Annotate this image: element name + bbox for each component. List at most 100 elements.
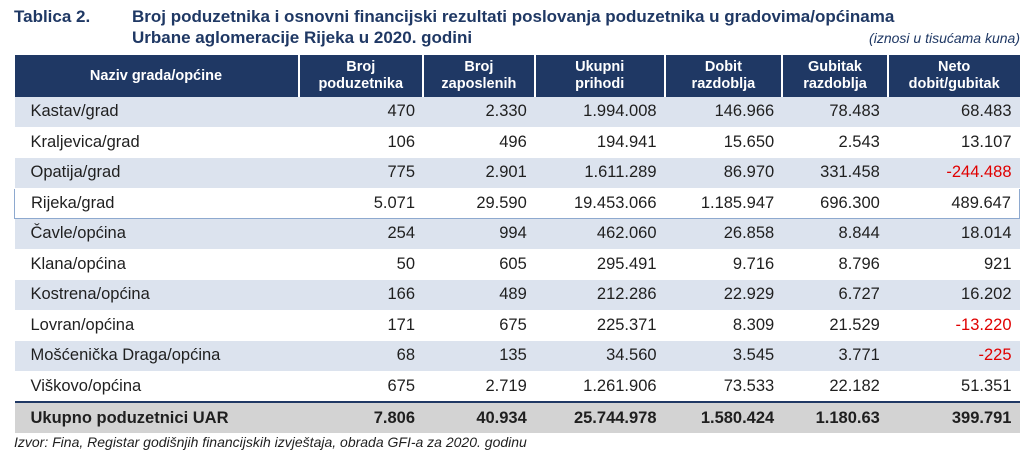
table-cell: 73.533: [664, 371, 783, 403]
row-name: Mošćenička Draga/općina: [14, 340, 299, 372]
table-cell: 1.611.289: [534, 157, 665, 189]
table-cell: 3.545: [664, 340, 783, 372]
table-cell: 8.309: [664, 310, 783, 341]
table-cell: 22.182: [782, 371, 888, 403]
table-cell: 146.966: [664, 97, 783, 128]
table-cell: 18.014: [887, 218, 1020, 250]
units-note: (iznosi u tisućama kuna): [869, 30, 1020, 46]
table-cell: 775: [298, 157, 423, 189]
table-row: Lovran/općina 171 675 225.371 8.309 21.529 -13…: [14, 310, 1020, 341]
table-cell: 26.858: [664, 218, 783, 250]
table-cell: 489.647: [887, 187, 1020, 219]
table-row: Klana/općina 50 605 295.491 9.716 8.796 921: [14, 249, 1020, 280]
table-title-line-1: Broj poduzetnika i osnovni financijski r…: [132, 7, 895, 26]
table-cell: -225: [887, 340, 1020, 372]
table-cell: 994: [423, 218, 535, 250]
row-name: Rijeka/grad: [14, 187, 299, 219]
table-cell: 50: [298, 249, 423, 280]
table-cell: 470: [298, 97, 423, 128]
table-cell: 696.300: [782, 187, 888, 219]
table-cell: 1.185.947: [664, 187, 783, 219]
table-cell: 331.458: [782, 157, 888, 189]
row-name: Viškovo/općina: [14, 371, 299, 403]
table-cell: 166: [298, 279, 423, 311]
table-cell: 2.901: [423, 157, 535, 189]
row-name: Kraljevica/grad: [14, 127, 299, 158]
table-row: Kostrena/općina 166 489 212.286 22.929 6.727 1…: [14, 279, 1020, 311]
table-row: Opatija/grad 775 2.901 1.611.289 86.970 331.4…: [14, 157, 1020, 189]
col-header-name: Naziv grada/općine: [14, 55, 300, 97]
title-row-1: Tablica 2. Broj poduzetnika i osnovni fi…: [14, 6, 1020, 27]
row-name: Čavle/općina: [14, 218, 299, 250]
table-cell: 68.483: [887, 97, 1020, 128]
table-cell: 921: [887, 249, 1020, 280]
table-cell: 496: [423, 127, 535, 158]
table-cell: 489: [423, 279, 535, 311]
table-row: Čavle/općina 254 994 462.060 26.858 8.844 18.0…: [14, 218, 1020, 250]
table-cell: 16.202: [887, 279, 1020, 311]
total-cell: 40.934: [423, 401, 535, 433]
table-title-line-2: Urbane aglomeracije Rijeka u 2020. godin…: [132, 28, 473, 47]
table-cell: 5.071: [298, 187, 423, 219]
col-header-loss: Gubitak razdoblja: [782, 55, 889, 97]
data-table: Naziv grada/općine Broj poduzetnika Broj z…: [14, 55, 1020, 433]
table-cell: 462.060: [534, 218, 665, 250]
row-name: Klana/općina: [14, 249, 299, 280]
table-number: Tablica 2.: [14, 7, 91, 26]
table-cell: -244.488: [887, 157, 1020, 189]
total-cell: 25.744.978: [534, 401, 665, 433]
col-header-revenue: Ukupni prihodi: [534, 55, 666, 97]
source-note: Izvor: Fina, Registar godišnjih financij…: [14, 434, 527, 450]
table-cell: 6.727: [782, 279, 888, 311]
table-cell: 675: [298, 371, 423, 403]
table-cell: 78.483: [782, 97, 888, 128]
table-cell: 295.491: [534, 249, 665, 280]
col-header-net: Neto dobit/gubitak: [887, 55, 1020, 97]
table-cell: 68: [298, 340, 423, 372]
table-cell: 3.771: [782, 340, 888, 372]
row-name: Kastav/grad: [14, 97, 299, 128]
col-header-employees: Broj zaposlenih: [423, 55, 536, 97]
table-cell: 194.941: [534, 127, 665, 158]
table-cell: 225.371: [534, 310, 665, 341]
total-cell: 1.580.424: [664, 401, 783, 433]
table-cell: 135: [423, 340, 535, 372]
table-cell: 22.929: [664, 279, 783, 311]
table-cell: 19.453.066: [534, 187, 665, 219]
table-cell: -13.220: [887, 310, 1020, 341]
table-cell: 212.286: [534, 279, 665, 311]
table-cell: 86.970: [664, 157, 783, 189]
table-cell: 2.330: [423, 97, 535, 128]
table-row: Kastav/grad 470 2.330 1.994.008 146.966 78.48…: [14, 97, 1020, 128]
total-cell: 7.806: [298, 401, 423, 433]
table-caption: Tablica 2. Broj poduzetnika i osnovni fi…: [14, 6, 1020, 48]
table-cell: 254: [298, 218, 423, 250]
table-cell: 9.716: [664, 249, 783, 280]
table-row: Mošćenička Draga/općina 68 135 34.560 3.545 3…: [14, 340, 1020, 372]
table-cell: 13.107: [887, 127, 1020, 158]
table-cell: 34.560: [534, 340, 665, 372]
table-cell: 8.796: [782, 249, 888, 280]
table-cell: 21.529: [782, 310, 888, 341]
table-cell: 605: [423, 249, 535, 280]
header-row: Naziv grada/općine Broj poduzetnika Broj z…: [14, 55, 1020, 97]
title-row-2: Urbane aglomeracije Rijeka u 2020. godin…: [14, 27, 1020, 48]
col-header-enterprises: Broj poduzetnika: [298, 55, 424, 97]
total-cell: 1.180.63: [782, 401, 888, 433]
table-cell: 1.994.008: [534, 97, 665, 128]
row-name: Opatija/grad: [14, 157, 299, 189]
table-cell: 2.719: [423, 371, 535, 403]
table-cell: 171: [298, 310, 423, 341]
table-cell: 1.261.906: [534, 371, 665, 403]
table-cell: 29.590: [423, 187, 535, 219]
table-cell: 8.844: [782, 218, 888, 250]
total-row: Ukupno poduzetnici UAR 7.806 40.934 25.7…: [14, 401, 1020, 433]
col-header-profit: Dobit razdoblja: [664, 55, 784, 97]
table-cell: 106: [298, 127, 423, 158]
table-row: Viškovo/općina 675 2.719 1.261.906 73.533 22.…: [14, 371, 1020, 403]
table-cell: 51.351: [887, 371, 1020, 403]
table-cell: 15.650: [664, 127, 783, 158]
total-cell: 399.791: [887, 401, 1020, 433]
row-name: Kostrena/općina: [14, 279, 299, 311]
table-row: Rijeka/grad 5.071 29.590 19.453.066 1.185.94…: [14, 187, 1020, 219]
